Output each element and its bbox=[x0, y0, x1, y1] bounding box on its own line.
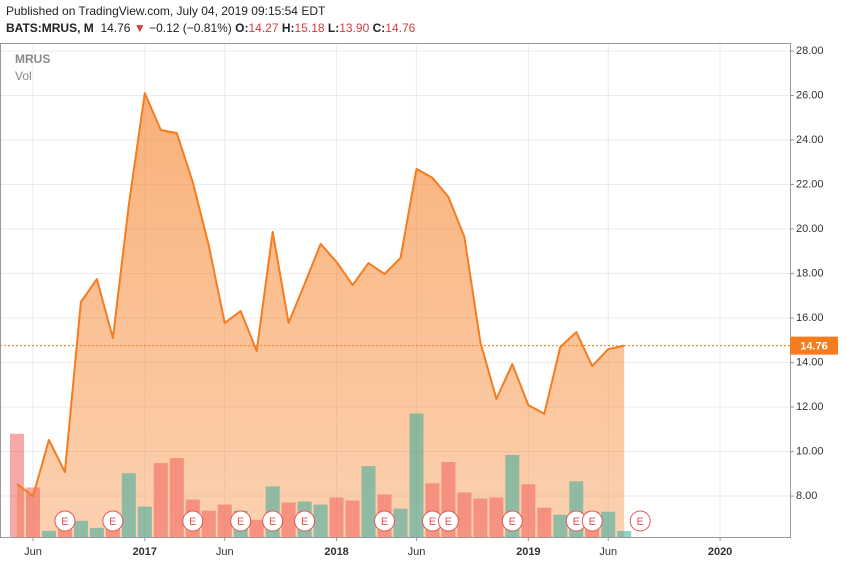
volume-bar bbox=[329, 497, 344, 537]
y-tick-label: 26.00 bbox=[796, 89, 824, 101]
y-tick-label: 10.00 bbox=[796, 445, 824, 457]
price-line bbox=[16, 92, 625, 498]
x-tick-label: Jun bbox=[24, 546, 42, 558]
published: Published on TradingView.com, July 04, 2… bbox=[6, 4, 326, 18]
y-tick-label: 22.00 bbox=[796, 178, 824, 190]
area-fill bbox=[16, 93, 625, 537]
l-label: L: bbox=[327, 21, 340, 35]
earnings-label: E bbox=[381, 516, 388, 528]
last-price-label: 14.76 bbox=[800, 341, 828, 353]
volume-bar bbox=[153, 463, 168, 537]
earnings-marker bbox=[102, 510, 124, 532]
earnings-marker bbox=[230, 510, 252, 532]
x-tick-label: Jun bbox=[408, 546, 426, 558]
y-tick-label: 16.00 bbox=[796, 312, 824, 324]
y-tick-label: 12.00 bbox=[796, 401, 824, 413]
earnings-marker bbox=[54, 510, 76, 532]
earnings-marker bbox=[581, 510, 603, 532]
volume-bar bbox=[9, 433, 24, 537]
symbol: BATS:MRUS, M bbox=[6, 21, 94, 35]
volume-bar bbox=[137, 506, 152, 537]
volume-bar bbox=[537, 507, 552, 537]
volume-bar bbox=[121, 473, 136, 537]
series-legend: MRUS bbox=[15, 52, 50, 66]
earnings-marker bbox=[437, 510, 459, 532]
y-tick-label: 20.00 bbox=[796, 223, 824, 235]
change: −0.12 (−0.81%) bbox=[149, 21, 232, 35]
c-label: C: bbox=[372, 21, 386, 35]
earnings-marker bbox=[374, 510, 396, 532]
volume-bar bbox=[601, 511, 616, 537]
earnings-label: E bbox=[589, 516, 596, 528]
earnings-label: E bbox=[509, 516, 516, 528]
volume-bar bbox=[169, 458, 184, 537]
volume-bar bbox=[281, 502, 296, 537]
volume-bar bbox=[41, 530, 56, 537]
volume-bar bbox=[201, 510, 216, 537]
volume-bar bbox=[409, 413, 424, 537]
last-price-box bbox=[790, 336, 838, 355]
earnings-marker bbox=[294, 510, 316, 532]
volume-bar bbox=[617, 530, 632, 537]
volume-bar bbox=[89, 527, 104, 537]
y-tick-label: 14.00 bbox=[796, 356, 824, 368]
o-label: O: bbox=[235, 21, 249, 35]
close: 14.76 bbox=[385, 21, 416, 35]
y-tick-label: 18.00 bbox=[796, 267, 824, 279]
earnings-label: E bbox=[189, 516, 196, 528]
volume-bar bbox=[489, 497, 504, 537]
arrow: ▼ bbox=[133, 21, 146, 35]
earnings-label: E bbox=[637, 516, 644, 528]
volume-legend: Vol bbox=[15, 69, 32, 83]
volume-bar bbox=[73, 520, 88, 537]
volume-bar bbox=[217, 504, 232, 537]
earnings-label: E bbox=[445, 516, 452, 528]
volume-bar bbox=[473, 498, 488, 537]
x-tick-label: Jun bbox=[216, 546, 234, 558]
earnings-label: E bbox=[269, 516, 276, 528]
low: 13.90 bbox=[339, 21, 370, 35]
earnings-label: E bbox=[301, 516, 308, 528]
open: 14.27 bbox=[248, 21, 279, 35]
volume-bar bbox=[457, 492, 472, 537]
earnings-marker bbox=[182, 510, 204, 532]
h-label: H: bbox=[281, 21, 295, 35]
x-tick-label: 2017 bbox=[133, 546, 157, 558]
volume-bar bbox=[313, 504, 328, 537]
earnings-label: E bbox=[573, 516, 580, 528]
header: Published on TradingView.com, July 04, 2… bbox=[6, 3, 415, 37]
volume-bar bbox=[25, 487, 40, 537]
earnings-marker bbox=[501, 510, 523, 532]
plot-frame bbox=[0, 43, 791, 538]
earnings-label: E bbox=[237, 516, 244, 528]
price: 14.76 bbox=[100, 21, 131, 35]
x-tick-label: 2018 bbox=[324, 546, 348, 558]
earnings-label: E bbox=[429, 516, 436, 528]
earnings-label: E bbox=[61, 516, 68, 528]
volume-bar bbox=[553, 514, 568, 537]
y-tick-label: 24.00 bbox=[796, 134, 824, 146]
x-tick-label: Jun bbox=[599, 546, 617, 558]
x-tick-label: 2020 bbox=[708, 546, 732, 558]
y-tick-label: 8.00 bbox=[796, 490, 817, 502]
earnings-marker bbox=[262, 510, 284, 532]
volume-bar bbox=[249, 519, 264, 537]
high: 15.18 bbox=[294, 21, 325, 35]
earnings-label: E bbox=[109, 516, 116, 528]
earnings-marker bbox=[629, 510, 651, 532]
volume-bar bbox=[521, 484, 536, 537]
volume-bar bbox=[393, 508, 408, 537]
x-tick-label: 2019 bbox=[516, 546, 540, 558]
volume-bar bbox=[361, 466, 376, 537]
quote-line: BATS:MRUS, M 14.76 ▼ −0.12 (−0.81%) O:14… bbox=[6, 20, 415, 37]
volume-bar bbox=[345, 500, 360, 537]
y-tick-label: 28.00 bbox=[796, 45, 824, 57]
